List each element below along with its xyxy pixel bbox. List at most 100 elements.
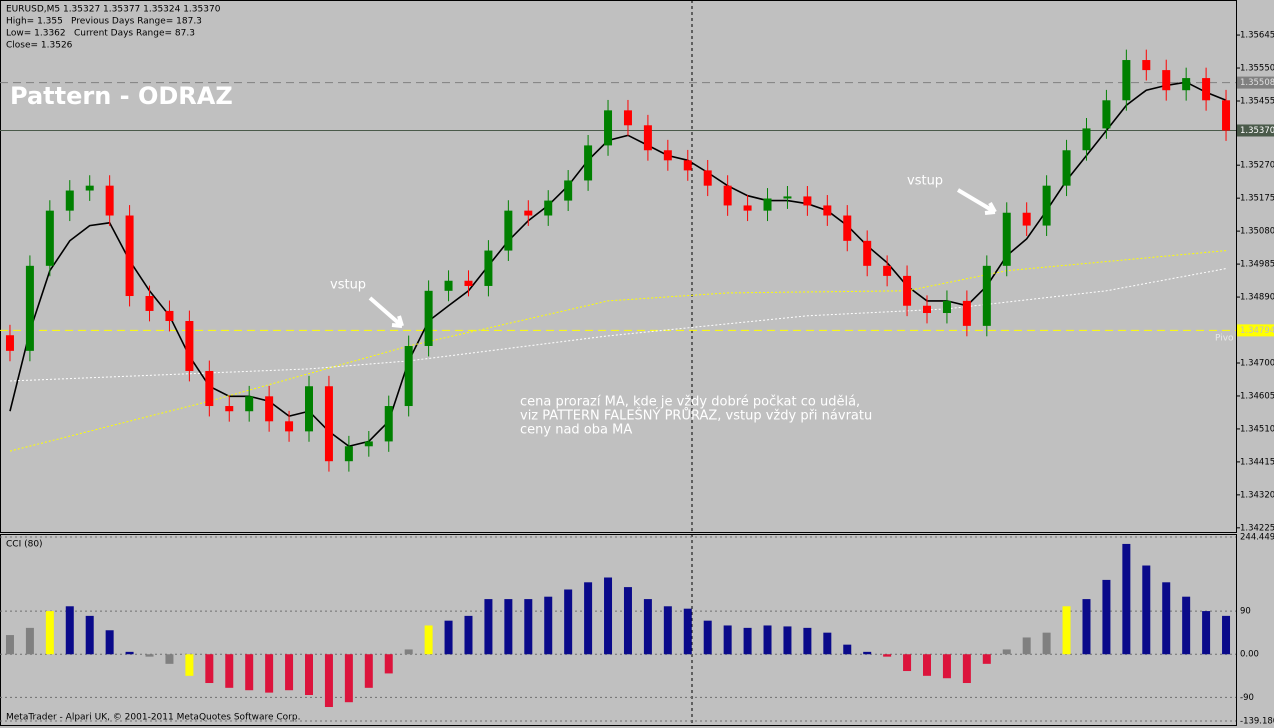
y-tick-label: 1.34985	[1240, 260, 1274, 270]
candle-body	[265, 396, 274, 422]
annotation: vstup	[330, 278, 366, 293]
y-tick-label: 1.34605	[1240, 391, 1274, 401]
cci-bar	[484, 599, 493, 655]
cci-bar	[185, 654, 194, 676]
candle-body	[663, 150, 672, 161]
cci-bar	[723, 625, 732, 655]
cci-bar	[404, 649, 413, 655]
level-label: 1.35508	[1240, 78, 1274, 88]
y-tick-label: 0.00	[1240, 650, 1259, 660]
moving-average	[9, 268, 1227, 382]
cci-bar	[803, 627, 812, 655]
cci-bar	[205, 654, 214, 684]
candle-body	[903, 275, 912, 306]
arrow	[368, 296, 404, 328]
cci-bar	[1082, 599, 1091, 655]
chart-title: Pattern - ODRAZ	[10, 82, 233, 110]
cci-bar	[623, 587, 632, 655]
header-high: High= 1.355	[6, 17, 63, 27]
candle-body	[843, 215, 852, 241]
cci-bar	[444, 620, 453, 655]
note-line: viz PATTERN FALEŠNÝ PRŮRAZ, vstup vždy p…	[520, 408, 872, 424]
cci-bar	[763, 625, 772, 655]
level-label: 1.35370	[1240, 126, 1274, 136]
header-symbol: EURUSD,M5 1.35327 1.35377 1.35324 1.3537…	[6, 5, 221, 15]
header-close: Close= 1.3526	[6, 41, 73, 51]
candle-body	[1182, 78, 1191, 91]
y-tick-label: 1.35175	[1240, 194, 1274, 204]
cci-bar	[1002, 649, 1011, 655]
candle-body	[25, 265, 34, 351]
candle-body	[1202, 78, 1211, 101]
y-tick-label: -139.180	[1240, 717, 1274, 727]
cci-bar	[384, 654, 393, 674]
candle-body	[484, 250, 493, 286]
cci-bar	[903, 654, 912, 672]
candle-body	[245, 396, 254, 412]
candle-body	[883, 265, 892, 276]
candle-body	[424, 290, 433, 346]
candle-body	[1162, 70, 1171, 91]
y-tick-label: 1.34225	[1240, 523, 1274, 533]
candle-body	[225, 406, 234, 412]
cci-bar	[65, 606, 74, 655]
candle-body	[444, 280, 453, 291]
candle-body	[1142, 60, 1151, 71]
candle-body	[1042, 185, 1051, 226]
y-tick-label: 1.35080	[1240, 227, 1274, 237]
arrow	[956, 188, 997, 215]
level-box	[1237, 76, 1274, 89]
candle-body	[584, 145, 593, 181]
candle-body	[404, 345, 413, 407]
indicator-title: CCI (80)	[6, 540, 43, 550]
cci-bar	[45, 611, 54, 655]
cci-bar	[145, 654, 154, 657]
candle-body	[305, 386, 313, 432]
annotation: vstup	[907, 174, 943, 189]
candle-body	[1022, 212, 1031, 226]
cci-bar	[225, 654, 234, 688]
cci-bar	[1042, 632, 1051, 655]
candle-body	[823, 205, 832, 216]
cci-bar	[105, 630, 114, 655]
cci-bar	[125, 651, 134, 655]
cci-bar	[1202, 611, 1211, 655]
cci-bar	[85, 615, 94, 655]
cci-bar	[683, 608, 692, 655]
candle-body	[364, 441, 373, 447]
marks	[0, 34, 1240, 722]
cci-bar	[1142, 565, 1151, 655]
cci-bar	[1122, 543, 1131, 655]
candle-body	[923, 305, 931, 314]
price-pane	[0, 0, 1237, 533]
cci-bar	[324, 654, 333, 708]
candle-body	[85, 185, 94, 191]
cci-bar	[564, 589, 573, 655]
candle-body	[962, 300, 971, 326]
cci-pane	[0, 534, 1237, 726]
cci-bar	[245, 654, 254, 691]
candle-body	[1122, 60, 1131, 101]
footer: MetaTrader - Alpari UK, © 2001-2011 Meta…	[6, 713, 300, 723]
candle-body	[464, 280, 473, 286]
cci-bar	[1162, 582, 1171, 655]
candle-body	[1062, 150, 1071, 186]
cci-bar	[524, 599, 533, 655]
pivot-label: Pivo	[1215, 334, 1234, 344]
candle-body	[524, 210, 533, 216]
candle-body	[544, 200, 553, 216]
candle-body	[743, 205, 752, 211]
candle-body	[145, 296, 154, 311]
candle-body	[723, 185, 732, 206]
candle-body	[285, 421, 294, 432]
candle-body	[1002, 212, 1011, 266]
candle-body	[205, 370, 214, 407]
cci-bar	[982, 654, 991, 664]
cci-bar	[743, 627, 752, 655]
cci-bar	[883, 654, 892, 657]
cci-bar	[344, 654, 353, 703]
y-tick-label: 1.35270	[1240, 161, 1274, 171]
level-box	[1237, 324, 1274, 337]
y-tick-label: 90	[1240, 607, 1251, 617]
